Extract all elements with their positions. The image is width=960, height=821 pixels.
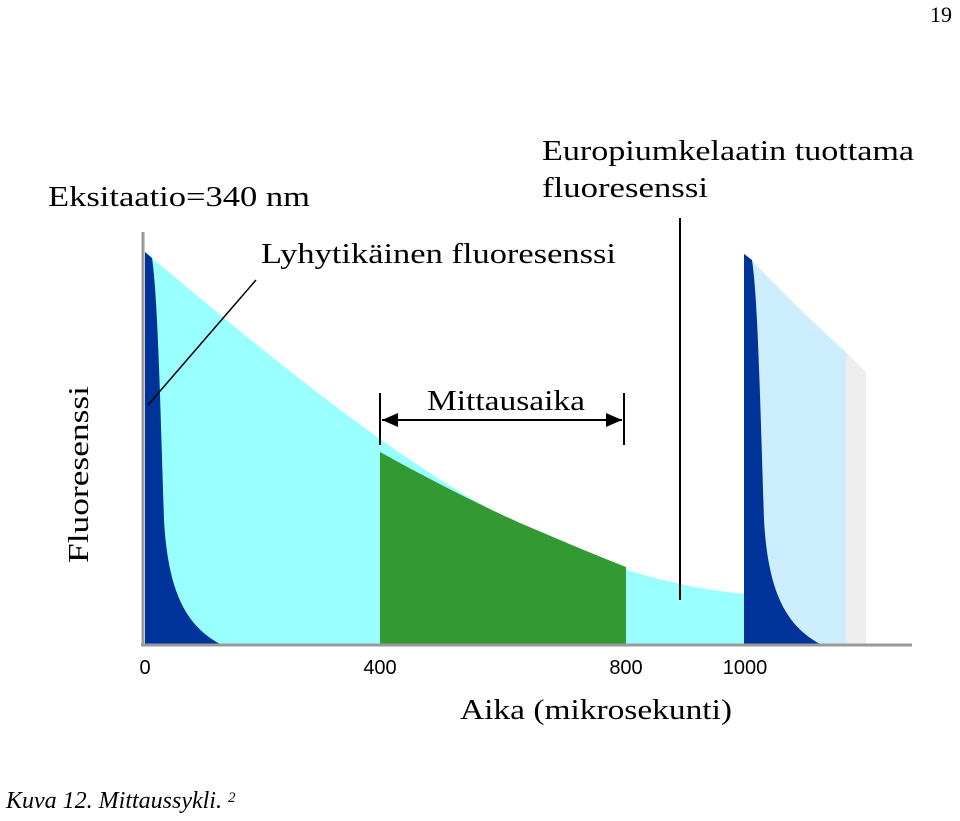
- europium-label-line2: fluoresenssi: [542, 172, 708, 204]
- measurement-arrow-right-head: [606, 413, 622, 427]
- next-cycle-short-lived-area: [744, 254, 820, 644]
- short-lived-label: Lyhytikäinen fluoresenssi: [261, 238, 616, 270]
- europium-label-line1: Europiumkelaatin tuottama: [542, 135, 914, 167]
- next-cycle-long-lived-area: [744, 252, 846, 644]
- y-axis-label: Fluoresenssi: [63, 386, 95, 563]
- x-tick-label: 800: [609, 657, 642, 679]
- x-tick-label: 400: [363, 657, 396, 679]
- excitation-label: Eksitaatio=340 nm: [48, 181, 311, 213]
- measurement-window-area: [380, 452, 626, 644]
- short-lived-fluorescence-area: [145, 252, 220, 644]
- x-axis-label: Aika (mikrosekunti): [460, 694, 732, 726]
- figure-caption: Kuva 12. Mittaussykli. 2: [6, 788, 235, 815]
- measurement-arrow-left-head: [382, 413, 398, 427]
- x-tick-label: 1000: [723, 657, 768, 679]
- fluorescence-cycle-diagram: Eksitaatio=340 nm Lyhytikäinen fluoresen…: [48, 135, 914, 726]
- caption-text: Kuva 12. Mittaussykli.: [6, 788, 222, 814]
- short-lived-leader-line: [147, 279, 257, 406]
- next-cycle-fade-area: [846, 352, 866, 644]
- page-number: 19: [930, 2, 952, 27]
- long-lived-fluorescence-area: [145, 252, 744, 644]
- caption-reference: 2: [227, 790, 236, 806]
- x-tick-label: 0: [139, 657, 150, 679]
- measurement-window-label: Mittausaika: [427, 385, 585, 417]
